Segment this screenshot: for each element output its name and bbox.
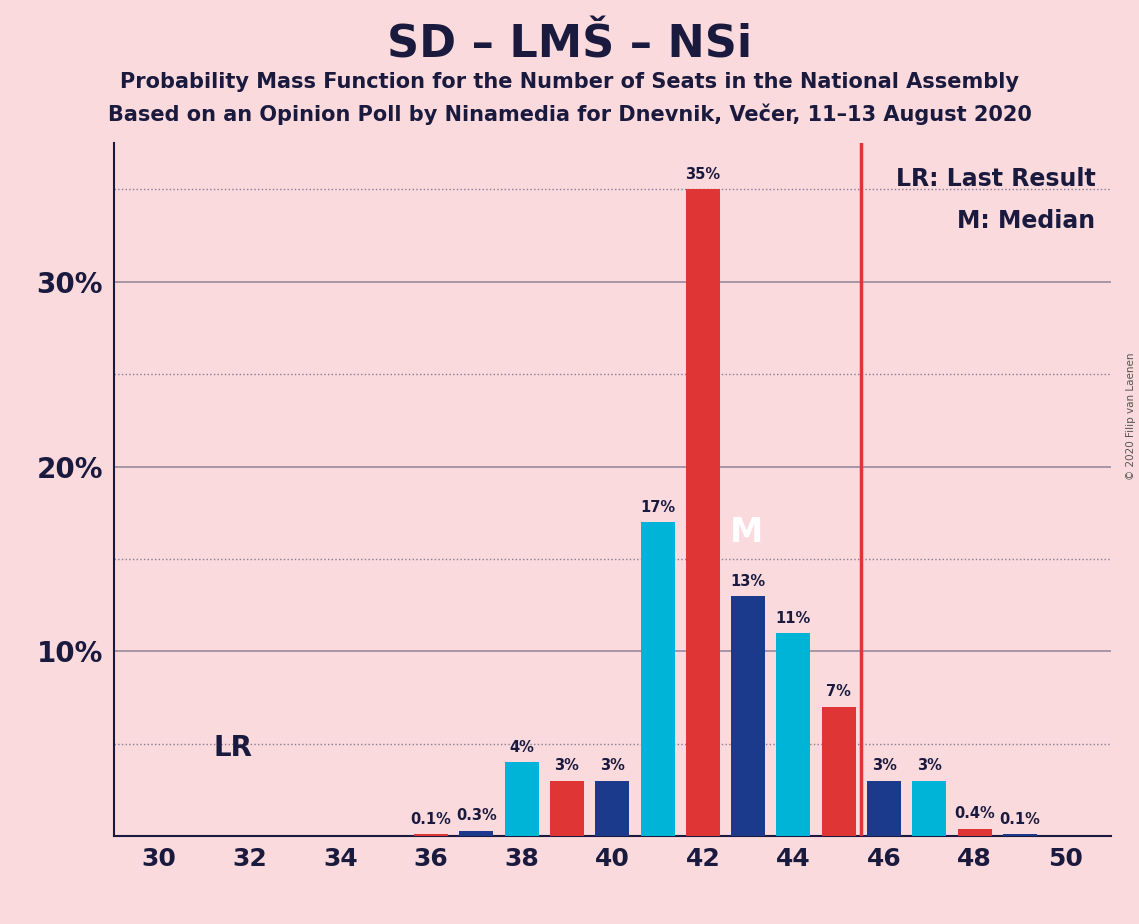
Bar xyxy=(505,762,539,836)
Text: 0.4%: 0.4% xyxy=(954,807,995,821)
Text: M: Median: M: Median xyxy=(958,209,1096,233)
Text: 11%: 11% xyxy=(776,611,811,626)
Bar xyxy=(459,831,493,836)
Bar xyxy=(777,633,811,836)
Bar xyxy=(686,189,720,836)
Text: 3%: 3% xyxy=(555,759,580,773)
Bar xyxy=(958,829,992,836)
Text: 17%: 17% xyxy=(640,500,675,515)
Text: SD – LMŠ – NSi: SD – LMŠ – NSi xyxy=(387,23,752,67)
Text: 4%: 4% xyxy=(509,740,534,755)
Bar xyxy=(413,834,448,836)
Text: 3%: 3% xyxy=(871,759,896,773)
Text: 0.3%: 0.3% xyxy=(456,808,497,823)
Text: 0.1%: 0.1% xyxy=(1000,812,1040,827)
Bar xyxy=(1003,834,1036,836)
Bar xyxy=(821,707,855,836)
Bar xyxy=(912,781,947,836)
Bar xyxy=(596,781,629,836)
Text: LR: LR xyxy=(214,734,253,761)
Text: M: M xyxy=(730,516,763,549)
Text: 3%: 3% xyxy=(600,759,624,773)
Bar xyxy=(550,781,584,836)
Text: Probability Mass Function for the Number of Seats in the National Assembly: Probability Mass Function for the Number… xyxy=(120,72,1019,92)
Text: 35%: 35% xyxy=(686,167,720,182)
Bar xyxy=(867,781,901,836)
Text: 13%: 13% xyxy=(730,574,765,589)
Text: 7%: 7% xyxy=(826,685,851,699)
Text: LR: Last Result: LR: Last Result xyxy=(896,167,1096,191)
Bar xyxy=(731,596,765,836)
Bar xyxy=(640,522,674,836)
Text: 3%: 3% xyxy=(917,759,942,773)
Text: 0.1%: 0.1% xyxy=(410,812,451,827)
Text: © 2020 Filip van Laenen: © 2020 Filip van Laenen xyxy=(1126,352,1136,480)
Text: Based on an Opinion Poll by Ninamedia for Dnevnik, Večer, 11–13 August 2020: Based on an Opinion Poll by Ninamedia fo… xyxy=(107,103,1032,125)
